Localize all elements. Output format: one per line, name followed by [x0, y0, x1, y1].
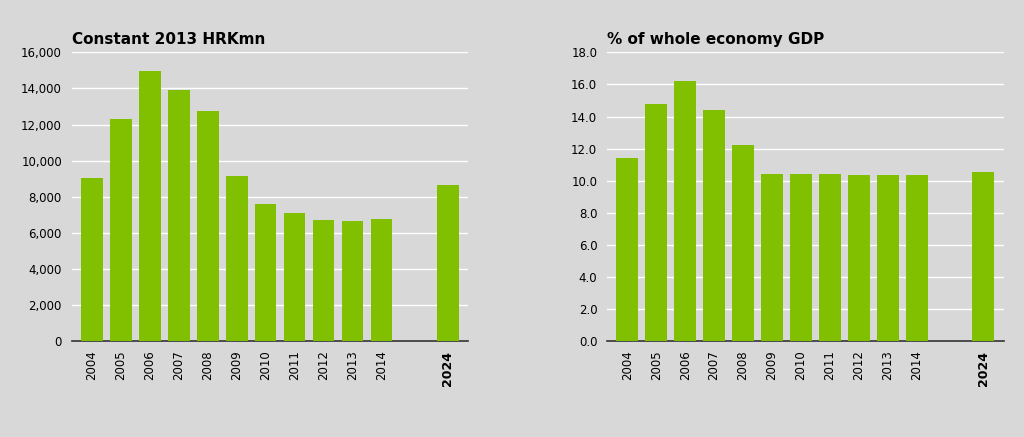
Bar	[110, 119, 132, 341]
Bar	[906, 175, 928, 341]
Bar	[139, 71, 161, 341]
Bar	[645, 104, 667, 341]
Bar	[168, 90, 189, 341]
Bar	[437, 185, 459, 341]
Bar	[81, 178, 102, 341]
Bar	[819, 174, 841, 341]
Text: Constant 2013 HRKmn: Constant 2013 HRKmn	[72, 32, 265, 47]
Text: % of whole economy GDP: % of whole economy GDP	[607, 32, 824, 47]
Bar	[312, 220, 335, 341]
Bar	[791, 174, 812, 341]
Bar	[973, 172, 994, 341]
Bar	[255, 204, 276, 341]
Bar	[371, 219, 392, 341]
Bar	[761, 174, 782, 341]
Bar	[616, 158, 638, 341]
Bar	[674, 81, 696, 341]
Bar	[284, 213, 305, 341]
Bar	[848, 175, 869, 341]
Bar	[197, 111, 218, 341]
Bar	[342, 221, 364, 341]
Bar	[877, 175, 899, 341]
Bar	[226, 176, 248, 341]
Bar	[732, 146, 754, 341]
Bar	[703, 110, 725, 341]
